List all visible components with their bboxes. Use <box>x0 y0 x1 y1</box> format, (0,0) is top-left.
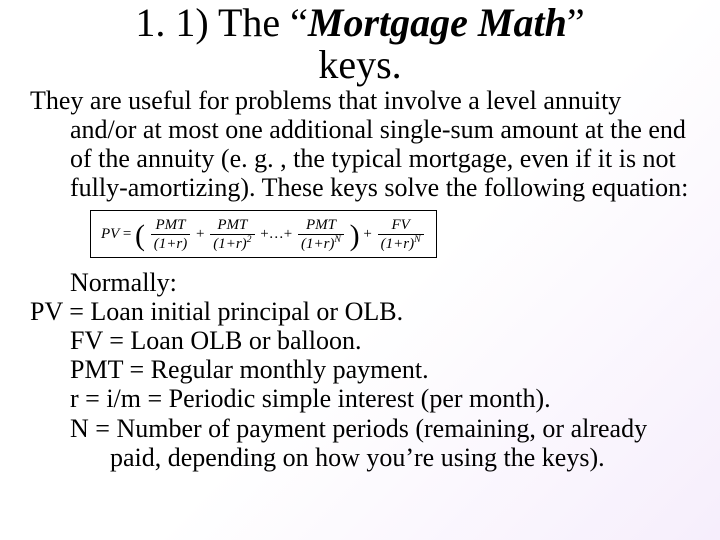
def-r: r = i/m = Periodic simple interest (per … <box>70 384 690 413</box>
eq-tail-den: (1+r)N <box>378 234 424 253</box>
eq-plus-tail: + <box>363 226 375 242</box>
eq-rparen: ) <box>350 219 360 252</box>
def-n: N = Number of payment periods (remaining… <box>70 414 690 472</box>
eq-lparen: ( <box>135 219 145 252</box>
eq-term-1: PMT (1+r) <box>151 217 190 253</box>
eq-term-n: PMT (1+r)N <box>298 217 344 253</box>
def-pv: PV = Loan initial principal or OLB. <box>30 297 690 326</box>
eq-term-2: PMT (1+r)2 <box>210 217 254 253</box>
def-pmt: PMT = Regular monthly payment. <box>70 355 690 384</box>
eq-term-2-num: PMT <box>210 217 254 234</box>
eq-plus-1: + <box>196 226 208 242</box>
eq-tail-num: FV <box>378 217 424 234</box>
eq-ellipsis: +…+ <box>260 226 292 242</box>
equation: PV = ( PMT (1+r) + PMT (1+r)2 +…+ PMT <box>101 226 426 242</box>
def-fv: FV = Loan OLB or balloon. <box>70 326 690 355</box>
equation-row: PV = ( PMT (1+r) + PMT (1+r)2 +…+ PMT <box>90 210 690 258</box>
eq-term-1-den: (1+r) <box>151 234 190 253</box>
eq-term-n-den: (1+r)N <box>298 234 344 253</box>
intro-paragraph: They are useful for problems that involv… <box>30 86 690 202</box>
definitions-block: Normally: PV = Loan initial principal or… <box>30 268 690 472</box>
eq-term-1-num: PMT <box>151 217 190 234</box>
title-prefix: 1. 1) The “ <box>135 0 308 45</box>
slide-body: They are useful for problems that involv… <box>30 86 690 472</box>
eq-term-n-num: PMT <box>298 217 344 234</box>
eq-equals: = <box>123 226 135 242</box>
title-italic: Mortgage Math <box>308 0 567 45</box>
eq-lhs: PV <box>101 226 119 242</box>
equation-box: PV = ( PMT (1+r) + PMT (1+r)2 +…+ PMT <box>90 210 437 258</box>
eq-term-2-den: (1+r)2 <box>210 234 254 253</box>
slide-title: 1. 1) The “Mortgage Math” keys. <box>100 2 620 86</box>
slide: 1. 1) The “Mortgage Math” keys. They are… <box>0 0 720 540</box>
defs-header: Normally: <box>70 268 690 297</box>
eq-tail: FV (1+r)N <box>378 217 424 253</box>
